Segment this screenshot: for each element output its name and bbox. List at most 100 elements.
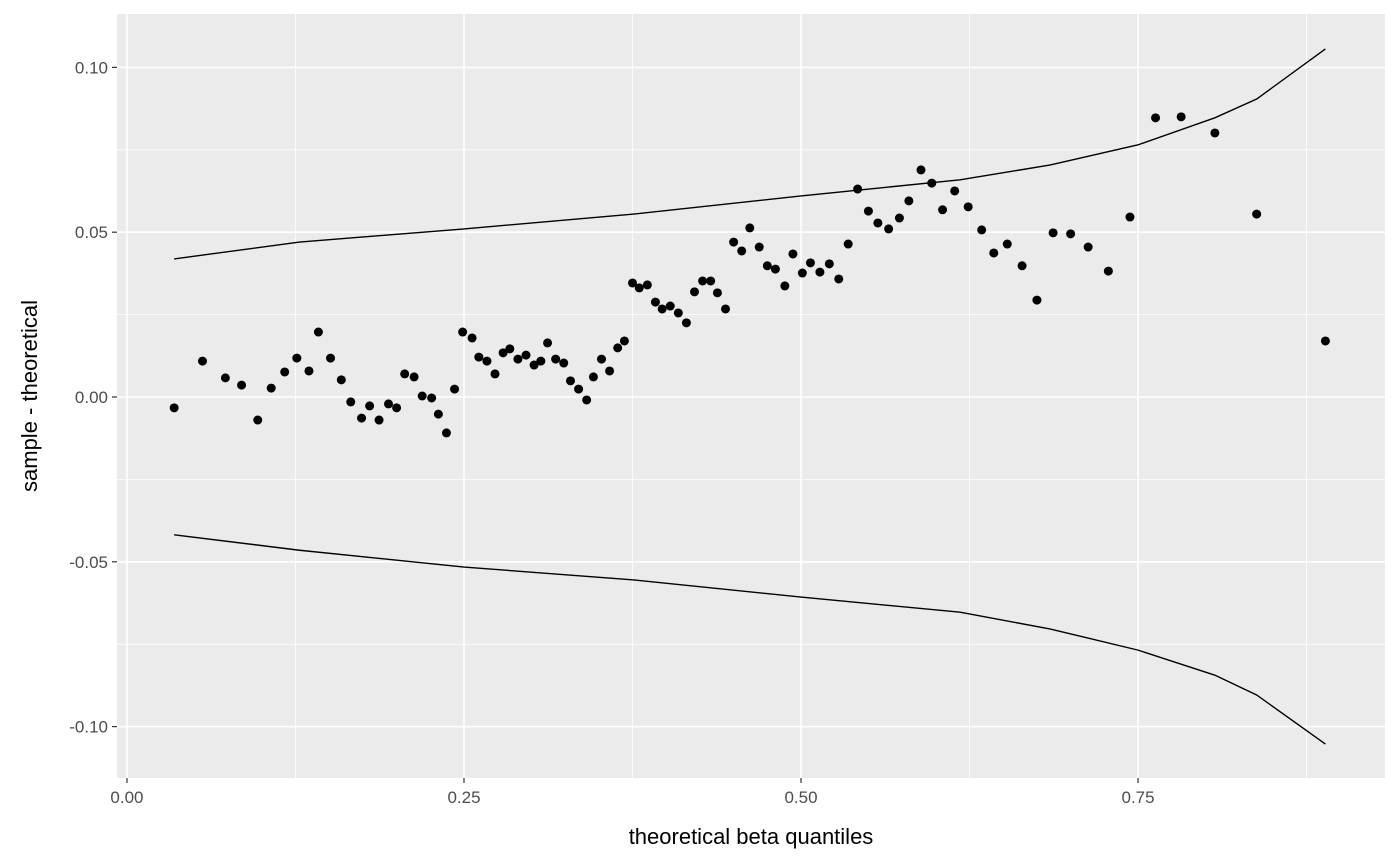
point xyxy=(721,304,731,314)
y-tick-label: -0.05 xyxy=(69,553,108,572)
point xyxy=(498,348,508,358)
point xyxy=(788,249,798,259)
point xyxy=(450,384,460,394)
point xyxy=(843,239,853,249)
point xyxy=(596,354,606,364)
point xyxy=(873,218,883,228)
point xyxy=(681,318,691,328)
envelope-line xyxy=(174,534,1326,745)
point xyxy=(628,278,638,288)
point xyxy=(698,276,708,286)
point xyxy=(824,259,834,269)
point xyxy=(950,186,960,196)
point xyxy=(706,276,716,286)
x-tick-label: 0.75 xyxy=(1121,788,1154,807)
x-tick-label: 0.00 xyxy=(110,788,143,807)
point xyxy=(365,401,375,411)
point xyxy=(894,213,904,223)
point xyxy=(326,353,336,363)
point xyxy=(737,246,747,256)
point xyxy=(417,391,427,401)
point xyxy=(712,288,722,298)
point xyxy=(780,281,790,291)
point xyxy=(815,267,825,277)
point xyxy=(690,287,700,297)
point xyxy=(588,372,598,382)
point xyxy=(729,237,739,247)
point xyxy=(745,223,755,233)
point xyxy=(884,224,894,234)
point xyxy=(536,356,546,366)
point xyxy=(1125,212,1135,222)
point xyxy=(490,369,500,379)
point xyxy=(400,369,410,379)
x-tick-label: 0.50 xyxy=(784,788,817,807)
point xyxy=(1002,239,1012,249)
point xyxy=(634,283,644,293)
point xyxy=(1252,209,1262,219)
point xyxy=(1151,113,1161,123)
point xyxy=(853,184,863,194)
point xyxy=(220,373,230,383)
point xyxy=(433,409,443,419)
point xyxy=(505,344,515,354)
point xyxy=(384,399,394,409)
point xyxy=(237,380,247,390)
point xyxy=(642,280,652,290)
point xyxy=(280,367,290,377)
point xyxy=(392,403,402,413)
point xyxy=(292,353,302,363)
point xyxy=(521,350,531,360)
point xyxy=(1017,261,1027,271)
point xyxy=(1176,112,1186,122)
panel xyxy=(117,14,1385,778)
point xyxy=(1048,228,1058,238)
point xyxy=(253,415,263,425)
point xyxy=(927,178,937,188)
y-tick-label: 0.10 xyxy=(75,58,108,77)
y-tick-label: 0.00 xyxy=(75,388,108,407)
point xyxy=(169,403,179,413)
point xyxy=(989,248,999,258)
point xyxy=(346,397,356,407)
point xyxy=(529,360,539,370)
point xyxy=(574,384,584,394)
point xyxy=(551,354,561,364)
point xyxy=(582,395,592,405)
point xyxy=(770,264,780,274)
envelope-line xyxy=(174,48,1326,260)
point xyxy=(513,354,523,364)
y-axis-title: sample - theoretical xyxy=(17,300,42,492)
point xyxy=(650,297,660,307)
point xyxy=(1320,336,1330,346)
point xyxy=(963,202,973,212)
plot-layer xyxy=(117,14,1385,778)
point xyxy=(916,165,926,175)
point xyxy=(904,196,914,206)
point xyxy=(665,301,675,311)
point xyxy=(1210,128,1220,138)
point xyxy=(565,376,575,386)
point xyxy=(313,327,323,337)
point xyxy=(619,336,629,346)
point xyxy=(336,375,346,385)
point xyxy=(762,261,772,271)
point xyxy=(441,428,451,438)
point xyxy=(1103,266,1113,276)
point xyxy=(458,327,468,337)
point xyxy=(977,225,987,235)
point xyxy=(197,356,207,366)
point xyxy=(266,383,276,393)
point xyxy=(374,415,384,425)
point xyxy=(543,338,553,348)
point xyxy=(559,358,569,368)
point xyxy=(427,393,437,403)
point xyxy=(834,274,844,284)
point xyxy=(605,366,615,376)
point xyxy=(1083,242,1093,252)
y-tick-label: -0.10 xyxy=(69,718,108,737)
point xyxy=(797,268,807,278)
point xyxy=(863,206,873,216)
point xyxy=(673,308,683,318)
